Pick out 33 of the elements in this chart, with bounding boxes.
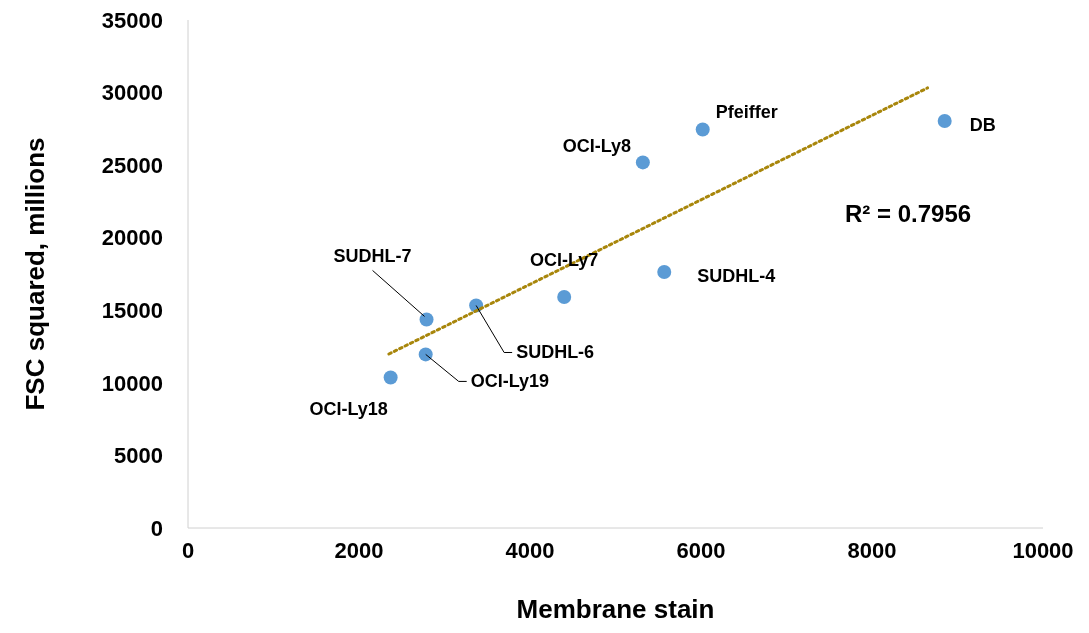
annotation: R² = 0.7956 (845, 200, 972, 227)
point (557, 289, 572, 304)
annotation: OCI-Ly18 (309, 399, 388, 420)
y-tick-label: 20000 (101, 225, 163, 251)
x-tick-label: 4000 (505, 538, 555, 563)
annotation: Pfeiffer (715, 102, 778, 123)
y-tick-label: 10000 (101, 370, 163, 396)
point (657, 264, 672, 279)
point (418, 347, 433, 362)
y-axis-title: FSC squared, millions (20, 137, 50, 411)
y-tick-label: 30000 (101, 80, 163, 106)
annotation: SUDHL-6 (516, 342, 595, 363)
annotation: OCI-Ly19 (470, 371, 550, 392)
point (419, 312, 434, 327)
annotation: OCI-Ly8 (562, 136, 632, 157)
annotation: SUDHL-4 (697, 265, 776, 286)
x-tick-label: 0 (181, 538, 195, 563)
x-tick-label: 2000 (334, 538, 384, 563)
x-tick-label: 6000 (676, 538, 726, 563)
x-tick-label: 8000 (847, 538, 897, 563)
point (937, 114, 952, 129)
point (383, 370, 398, 385)
y-tick-label: 35000 (101, 7, 163, 33)
point (695, 122, 710, 137)
y-tick-label: 5000 (114, 443, 163, 469)
y-tick-label: 0 (150, 515, 163, 541)
y-tick-label: 25000 (101, 152, 163, 178)
annotation: SUDHL-7 (333, 246, 412, 267)
y-tick-label: 15000 (101, 297, 163, 323)
x-axis-title: Membrane stain (516, 594, 715, 624)
point (635, 155, 650, 170)
x-tick-label: 10000 (1012, 538, 1074, 563)
annotation: DB (969, 115, 996, 136)
